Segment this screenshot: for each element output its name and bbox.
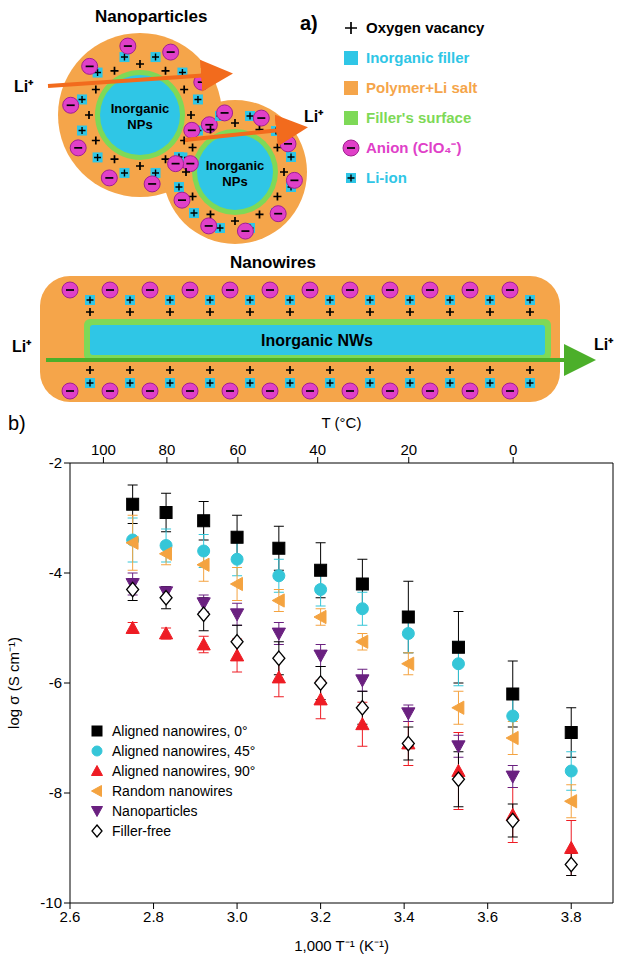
html-text:Aligned nanowires, 45°: Aligned nanowires, 45° <box>112 743 256 759</box>
svg-text:-2: -2 <box>49 454 62 471</box>
svg-text:Filler's surface: Filler's surface <box>366 109 471 126</box>
svg-text:NPs: NPs <box>127 117 152 132</box>
svg-text:0: 0 <box>509 441 517 458</box>
html-text:Random nanowires: Random nanowires <box>112 783 233 799</box>
svg-text:3.4: 3.4 <box>394 908 415 925</box>
svg-text:-10: -10 <box>40 894 62 911</box>
svg-text:Inorganic filler: Inorganic filler <box>366 49 470 66</box>
svg-text:NPs: NPs <box>222 174 247 189</box>
svg-text:Inorganic: Inorganic <box>111 101 170 116</box>
svg-text:1,000 T⁻¹ (K⁻¹): 1,000 T⁻¹ (K⁻¹) <box>294 937 389 954</box>
svg-text:20: 20 <box>400 441 417 458</box>
svg-text:3.8: 3.8 <box>561 908 582 925</box>
svg-text:Polymer+Li salt: Polymer+Li salt <box>366 79 477 96</box>
svg-text:Inorganic: Inorganic <box>206 158 265 173</box>
html-text:Nanoparticles: Nanoparticles <box>112 803 198 819</box>
svg-text:3.0: 3.0 <box>227 908 248 925</box>
html-text:Aligned nanowires, 0°: Aligned nanowires, 0° <box>112 723 248 739</box>
svg-text:Inorganic NWs: Inorganic NWs <box>261 332 373 349</box>
html-text:Filler-free: Filler-free <box>112 823 172 839</box>
svg-text:Li-ion: Li-ion <box>366 169 407 186</box>
svg-text:Anion (ClO₄⁻): Anion (ClO₄⁻) <box>366 139 461 156</box>
svg-text:40: 40 <box>309 441 326 458</box>
svg-text:a): a) <box>300 12 318 34</box>
svg-text:60: 60 <box>230 441 247 458</box>
svg-text:Li⁺: Li⁺ <box>304 108 324 125</box>
svg-text:Nanowires: Nanowires <box>230 253 316 272</box>
svg-text:Nanoparticles: Nanoparticles <box>95 7 207 26</box>
svg-text:100: 100 <box>91 441 116 458</box>
svg-text:-8: -8 <box>49 784 62 801</box>
svg-text:log σ (S cm⁻¹): log σ (S cm⁻¹) <box>5 637 22 729</box>
svg-text:80: 80 <box>159 441 176 458</box>
svg-text:Oxygen vacancy: Oxygen vacancy <box>366 19 485 36</box>
svg-text:3.6: 3.6 <box>477 908 498 925</box>
svg-text:-4: -4 <box>49 564 62 581</box>
svg-text:Li⁺: Li⁺ <box>12 338 32 355</box>
svg-text:Li⁺: Li⁺ <box>14 78 34 95</box>
svg-text:T (°C): T (°C) <box>322 414 362 431</box>
html-text:Aligned nanowires, 90°: Aligned nanowires, 90° <box>112 763 256 779</box>
svg-text:-6: -6 <box>49 674 62 691</box>
svg-text:3.2: 3.2 <box>310 908 331 925</box>
svg-text:2.6: 2.6 <box>60 908 81 925</box>
svg-text:2.8: 2.8 <box>143 908 164 925</box>
html-text:b): b) <box>8 412 26 434</box>
svg-text:Li⁺: Li⁺ <box>594 336 614 353</box>
